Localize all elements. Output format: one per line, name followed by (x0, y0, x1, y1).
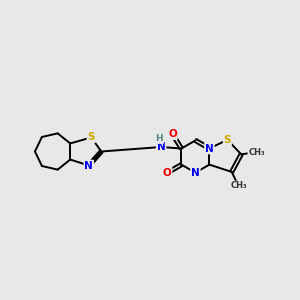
Text: H: H (155, 134, 163, 143)
Text: O: O (163, 168, 172, 178)
Text: N: N (205, 143, 214, 154)
Text: N: N (191, 168, 200, 178)
Text: S: S (87, 133, 95, 142)
Text: CH₃: CH₃ (248, 148, 265, 157)
Text: O: O (168, 129, 177, 139)
Text: S: S (224, 135, 231, 145)
Text: N: N (157, 142, 166, 152)
Text: N: N (84, 160, 93, 170)
Text: CH₃: CH₃ (230, 182, 247, 190)
